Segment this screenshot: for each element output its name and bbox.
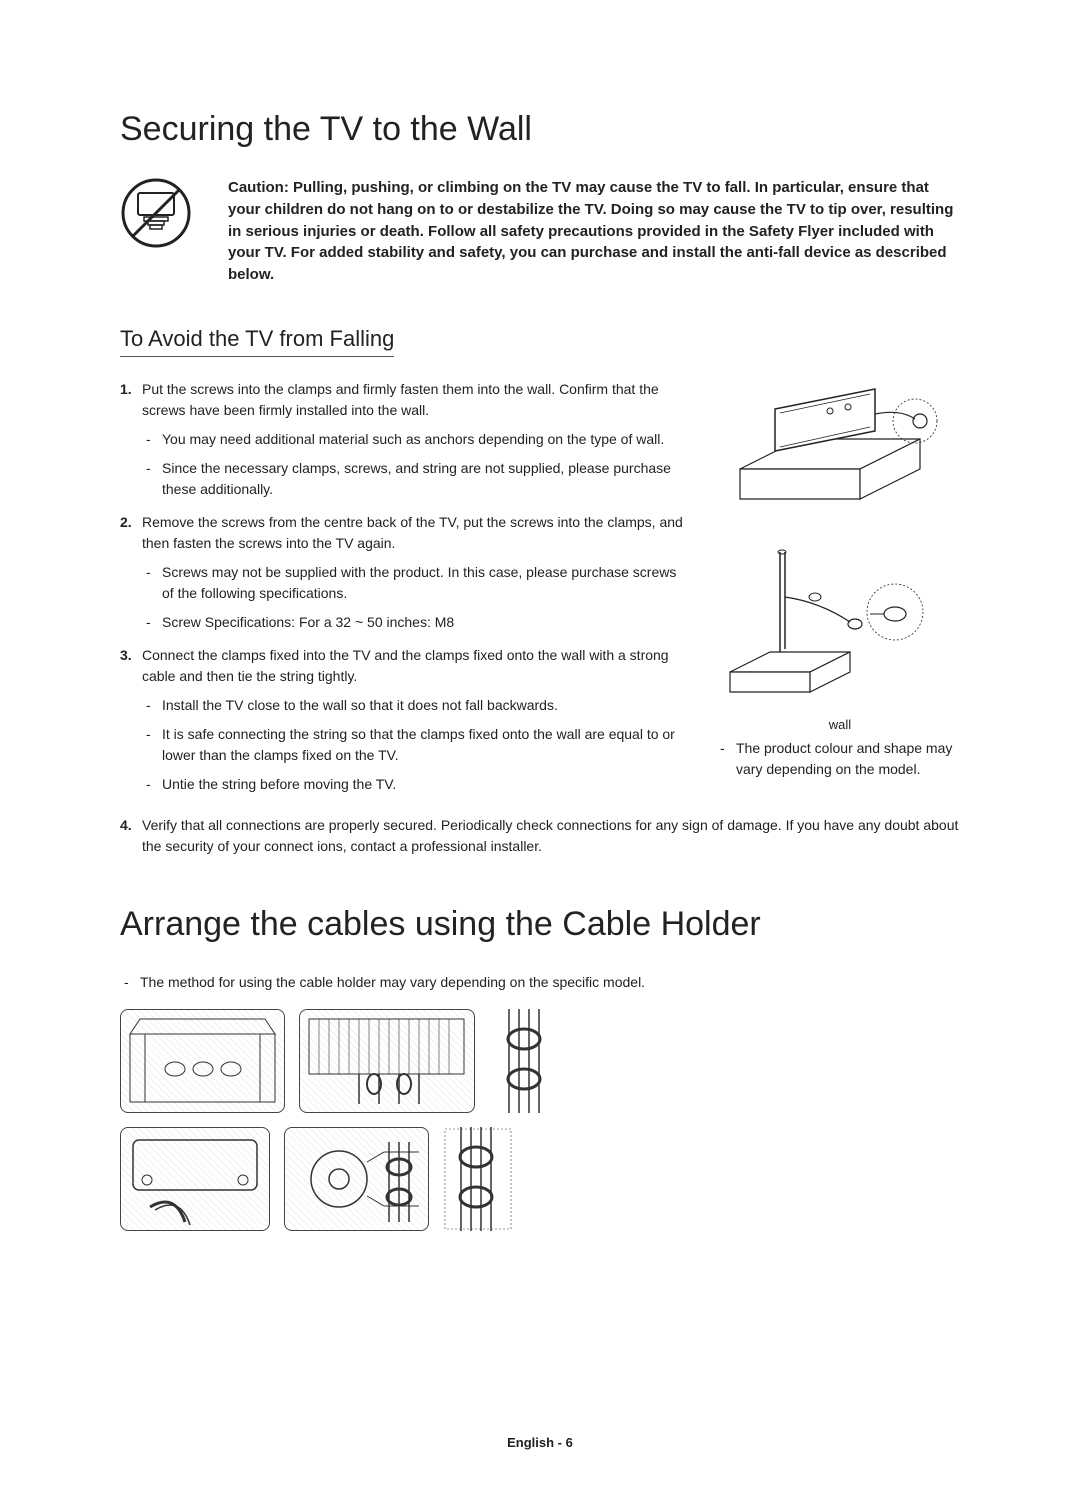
steps-column: Put the screws into the clamps and firml… [120, 379, 684, 807]
caution-text: Caution: Pulling, pushing, or climbing o… [228, 177, 960, 286]
step-1: Put the screws into the clamps and firml… [120, 379, 684, 500]
step-2-note-b: Screw Specifications: For a 32 ~ 50 inch… [142, 612, 684, 633]
tv-on-cabinet-diagram [720, 379, 960, 524]
wall-label: wall [720, 717, 960, 732]
step-2-note-a: Screws may not be supplied with the prod… [142, 562, 684, 604]
step-2-text: Remove the screws from the centre back o… [142, 514, 683, 551]
step-4: Verify that all connections are properly… [120, 815, 960, 857]
cable-diagram-1b [299, 1009, 475, 1113]
cable-diagram-row-2 [120, 1127, 960, 1231]
step-3: Connect the clamps fixed into the TV and… [120, 645, 684, 795]
cable-tie-diagram-1c [489, 1009, 559, 1113]
page-heading-2: Arrange the cables using the Cable Holde… [120, 905, 960, 944]
step-3-note-a: Install the TV close to the wall so that… [142, 695, 684, 716]
step-2: Remove the screws from the centre back o… [120, 512, 684, 633]
step-1-note-a: You may need additional material such as… [142, 429, 684, 450]
step-3-note-c: Untie the string before moving the TV. [142, 774, 684, 795]
cable-diagram-1a [120, 1009, 285, 1113]
page-heading-1: Securing the TV to the Wall [120, 110, 960, 149]
diagram-column: wall The product colour and shape may va… [720, 379, 960, 807]
cable-tie-diagram-2c [443, 1127, 513, 1231]
cable-holder-note: The method for using the cable holder ma… [120, 972, 960, 993]
product-vary-note: The product colour and shape may vary de… [720, 738, 960, 780]
caution-block: Caution: Pulling, pushing, or climbing o… [120, 177, 960, 286]
no-climb-icon [120, 177, 192, 254]
section-heading-avoid-fall: To Avoid the TV from Falling [120, 326, 394, 357]
step-3-note-b: It is safe connecting the string so that… [142, 724, 684, 766]
page-footer: English - 6 [0, 1435, 1080, 1450]
cable-diagram-2a [120, 1127, 270, 1231]
tv-wall-anchor-diagram [720, 542, 960, 707]
cable-diagram-row-1 [120, 1009, 960, 1113]
step-1-note-b: Since the necessary clamps, screws, and … [142, 458, 684, 500]
cable-diagram-2b [284, 1127, 429, 1231]
step-1-text: Put the screws into the clamps and firml… [142, 381, 659, 418]
step-3-text: Connect the clamps fixed into the TV and… [142, 647, 669, 684]
